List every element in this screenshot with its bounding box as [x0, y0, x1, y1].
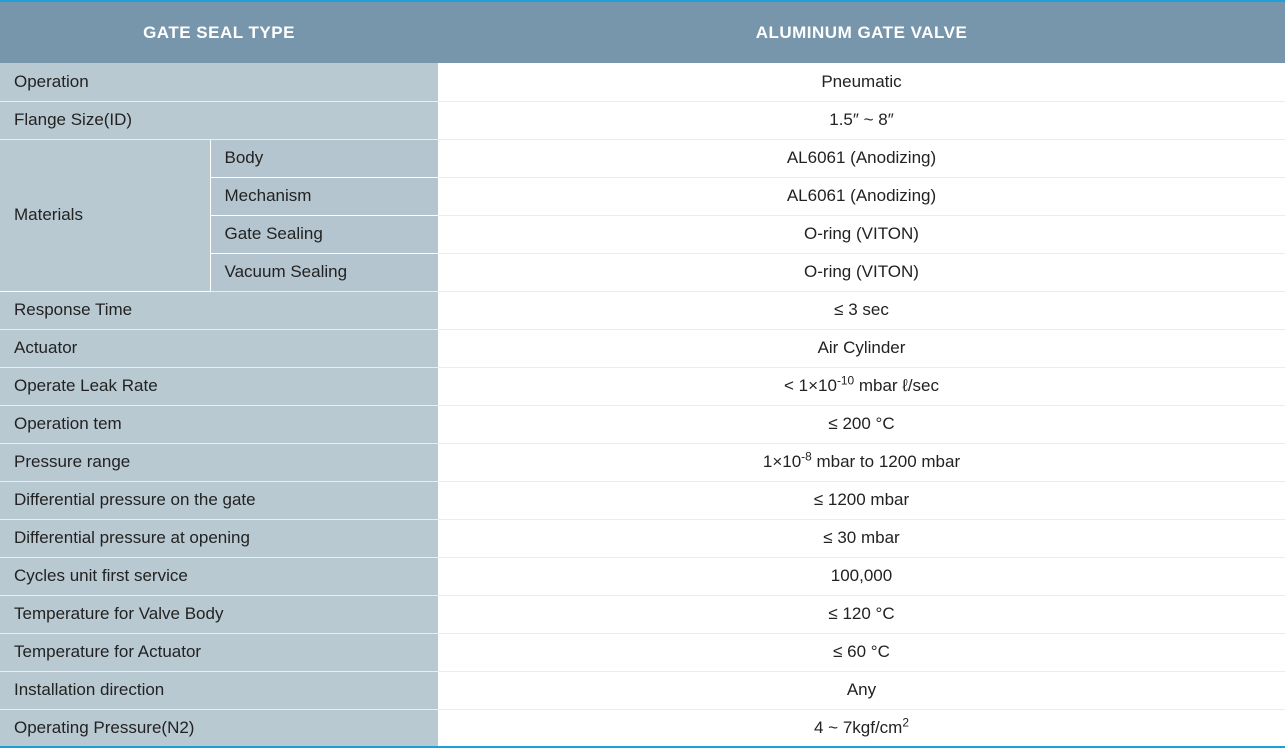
row-value: ≤ 60 °C	[438, 633, 1285, 671]
spec-table: GATE SEAL TYPE ALUMINUM GATE VALVE Opera…	[0, 0, 1285, 748]
row-label: Actuator	[0, 329, 438, 367]
row-value: O-ring (VITON)	[438, 215, 1285, 253]
table-row: Flange Size(ID) 1.5″ ~ 8″	[0, 101, 1285, 139]
row-value: 100,000	[438, 557, 1285, 595]
row-label: Temperature for Actuator	[0, 633, 438, 671]
row-value: < 1×10-10 mbar ℓ/sec	[438, 367, 1285, 405]
row-label: Response Time	[0, 291, 438, 329]
table-row: Response Time ≤ 3 sec	[0, 291, 1285, 329]
row-label: Cycles unit first service	[0, 557, 438, 595]
row-label: Operating Pressure(N2)	[0, 709, 438, 747]
table-row: Temperature for Valve Body ≤ 120 °C	[0, 595, 1285, 633]
header-left: GATE SEAL TYPE	[0, 1, 438, 63]
table-row: Pressure range 1×10-8 mbar to 1200 mbar	[0, 443, 1285, 481]
row-label: Flange Size(ID)	[0, 101, 438, 139]
row-value: ≤ 30 mbar	[438, 519, 1285, 557]
table-row: Installation direction Any	[0, 671, 1285, 709]
row-value: AL6061 (Anodizing)	[438, 177, 1285, 215]
row-value: Air Cylinder	[438, 329, 1285, 367]
row-label: Pressure range	[0, 443, 438, 481]
table-row: Operate Leak Rate < 1×10-10 mbar ℓ/sec	[0, 367, 1285, 405]
table-row: Operating Pressure(N2) 4 ~ 7kgf/cm2	[0, 709, 1285, 747]
row-label: Temperature for Valve Body	[0, 595, 438, 633]
row-label: Installation direction	[0, 671, 438, 709]
header-right: ALUMINUM GATE VALVE	[438, 1, 1285, 63]
row-sublabel: Body	[210, 139, 438, 177]
row-sublabel: Vacuum Sealing	[210, 253, 438, 291]
table-row: Operation tem ≤ 200 °C	[0, 405, 1285, 443]
row-value: 4 ~ 7kgf/cm2	[438, 709, 1285, 747]
row-value: O-ring (VITON)	[438, 253, 1285, 291]
row-value: 1.5″ ~ 8″	[438, 101, 1285, 139]
table-row: Cycles unit first service 100,000	[0, 557, 1285, 595]
row-value: Pneumatic	[438, 63, 1285, 101]
row-label: Operation tem	[0, 405, 438, 443]
row-value: ≤ 3 sec	[438, 291, 1285, 329]
row-value: AL6061 (Anodizing)	[438, 139, 1285, 177]
table-row: Materials Body AL6061 (Anodizing)	[0, 139, 1285, 177]
row-value: 1×10-8 mbar to 1200 mbar	[438, 443, 1285, 481]
row-sublabel: Mechanism	[210, 177, 438, 215]
row-label: Operation	[0, 63, 438, 101]
table-row: Temperature for Actuator ≤ 60 °C	[0, 633, 1285, 671]
row-label: Differential pressure on the gate	[0, 481, 438, 519]
row-value: Any	[438, 671, 1285, 709]
row-label-materials: Materials	[0, 139, 210, 291]
table-row: Differential pressure on the gate ≤ 1200…	[0, 481, 1285, 519]
row-label: Differential pressure at opening	[0, 519, 438, 557]
row-label: Operate Leak Rate	[0, 367, 438, 405]
row-value: ≤ 120 °C	[438, 595, 1285, 633]
row-sublabel: Gate Sealing	[210, 215, 438, 253]
table-row: Operation Pneumatic	[0, 63, 1285, 101]
row-value: ≤ 1200 mbar	[438, 481, 1285, 519]
table-row: Actuator Air Cylinder	[0, 329, 1285, 367]
table-row: Differential pressure at opening ≤ 30 mb…	[0, 519, 1285, 557]
row-value: ≤ 200 °C	[438, 405, 1285, 443]
